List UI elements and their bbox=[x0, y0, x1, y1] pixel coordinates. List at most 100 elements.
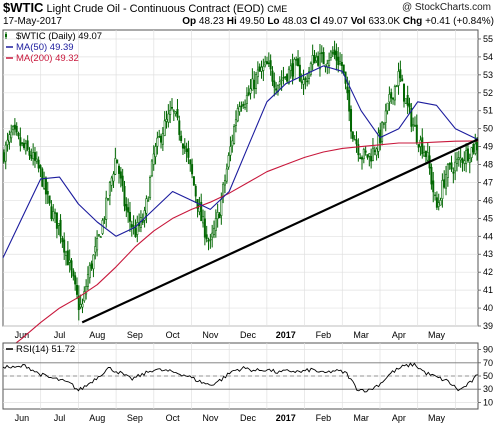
price-bar-body bbox=[15, 125, 18, 133]
open-label: Op bbox=[182, 16, 197, 27]
price-bar-body bbox=[24, 143, 27, 152]
price-bar-body bbox=[381, 122, 384, 142]
price-bar-body bbox=[404, 98, 407, 104]
y-tick-label: 53 bbox=[483, 70, 493, 80]
price-bar-body bbox=[200, 201, 203, 222]
y-tick-label: 42 bbox=[483, 267, 493, 277]
price-bar-body bbox=[476, 141, 479, 151]
y-tick-label: 43 bbox=[483, 249, 493, 259]
x-tick-label: 2017 bbox=[276, 413, 296, 423]
y-tick-label: 51 bbox=[483, 106, 493, 116]
price-bar-body bbox=[65, 251, 68, 256]
price-bar-body bbox=[452, 171, 455, 174]
quote-row: 17-May-2017 Op 48.23 Hi 49.50 Lo 48.03 C… bbox=[3, 16, 494, 28]
x-tick-label: Sep bbox=[127, 330, 143, 340]
price-bar-body bbox=[311, 55, 314, 65]
x-tick-label: Apr bbox=[392, 413, 406, 423]
price-bar-body bbox=[79, 304, 82, 308]
price-bar-body bbox=[297, 58, 300, 67]
y-tick-label: 50 bbox=[483, 124, 493, 134]
price-bar-body bbox=[368, 153, 371, 157]
price-bar-body bbox=[413, 125, 416, 127]
price-bar-body bbox=[28, 150, 31, 156]
price-bar-body bbox=[83, 291, 86, 302]
price-bar-body bbox=[17, 133, 20, 137]
price-bar-body bbox=[211, 232, 214, 238]
price-bar-body bbox=[35, 158, 38, 162]
price-bar-body bbox=[264, 61, 267, 66]
price-bar-body bbox=[388, 94, 391, 103]
stockcharts-watermark: @ StockCharts.com bbox=[401, 2, 491, 13]
price-bar-body bbox=[304, 77, 307, 81]
price-bar-body bbox=[390, 92, 393, 99]
price-bar-body bbox=[366, 154, 369, 158]
price-bar-body bbox=[328, 60, 331, 66]
price-bar-body bbox=[244, 103, 247, 109]
x-tick-label: Oct bbox=[166, 413, 181, 423]
price-bar-body bbox=[57, 223, 60, 226]
price-bar-body bbox=[417, 144, 420, 148]
price-bar-body bbox=[81, 303, 84, 308]
price-bar-body bbox=[289, 65, 292, 71]
legend-price: $WTIC (Daily) 49.07 bbox=[16, 31, 102, 42]
price-bar-body bbox=[161, 133, 164, 145]
price-bar-body bbox=[2, 152, 5, 162]
price-bar-body bbox=[231, 140, 234, 147]
price-bar-body bbox=[454, 161, 457, 172]
price-bar-body bbox=[348, 89, 351, 112]
price-bar-body bbox=[229, 146, 232, 156]
rsi-line bbox=[2, 362, 479, 393]
y-tick-label: 47 bbox=[483, 177, 493, 187]
price-bar-body bbox=[103, 218, 106, 220]
y-tick-label: 54 bbox=[483, 52, 493, 62]
price-bar-body bbox=[293, 58, 296, 80]
price-bar-body bbox=[298, 64, 301, 82]
price-bar-body bbox=[158, 136, 161, 138]
price-bar-body bbox=[384, 110, 387, 123]
price-bar-body bbox=[23, 142, 26, 148]
x-tick-label: Apr bbox=[392, 330, 406, 340]
price-bar-body bbox=[240, 105, 243, 108]
x-tick-label: May bbox=[428, 413, 446, 423]
price-bar-body bbox=[421, 137, 424, 155]
legend-rsi: RSI(14) 51.72 bbox=[16, 344, 75, 355]
ma200-line bbox=[2, 140, 479, 354]
price-bar-body bbox=[90, 263, 93, 269]
price-bar-body bbox=[86, 274, 89, 287]
price-bar-body bbox=[37, 159, 40, 169]
price-bar-body bbox=[423, 152, 426, 157]
price-bar-body bbox=[461, 158, 464, 163]
price-bar-body bbox=[145, 198, 148, 214]
y-tick-label: 90 bbox=[483, 345, 493, 355]
price-bar-body bbox=[222, 183, 225, 198]
price-bar-body bbox=[340, 61, 343, 66]
price-bar-body bbox=[163, 120, 166, 136]
price-bar-body bbox=[123, 185, 126, 207]
price-bar-body bbox=[435, 197, 438, 208]
price-bar-body bbox=[415, 124, 418, 143]
price-bar-body bbox=[13, 124, 16, 130]
price-bar-body bbox=[170, 107, 173, 109]
price-bar-body bbox=[350, 109, 353, 132]
y-tick-label: 52 bbox=[483, 88, 493, 98]
price-bar-body bbox=[121, 175, 124, 186]
price-bar-body bbox=[395, 85, 398, 88]
price-bar-body bbox=[242, 104, 245, 106]
price-bar-body bbox=[176, 109, 179, 118]
x-tick-label: Sep bbox=[127, 413, 143, 423]
price-bar-body bbox=[238, 106, 241, 112]
price-bar-body bbox=[59, 219, 62, 237]
price-bar-body bbox=[39, 165, 42, 169]
price-bar-body bbox=[335, 51, 338, 61]
volume-label: Vol bbox=[350, 16, 366, 27]
price-bar-body bbox=[70, 260, 73, 271]
price-bar-body bbox=[258, 66, 261, 72]
price-bar-body bbox=[74, 275, 77, 285]
price-bar-body bbox=[300, 81, 303, 83]
open-value: 48.23 bbox=[198, 16, 224, 27]
y-tick-label: 40 bbox=[483, 303, 493, 313]
price-bar-body bbox=[412, 124, 415, 127]
x-tick-label: Dec bbox=[240, 330, 257, 340]
price-bar-body bbox=[194, 185, 197, 197]
price-bar-body bbox=[128, 211, 131, 222]
